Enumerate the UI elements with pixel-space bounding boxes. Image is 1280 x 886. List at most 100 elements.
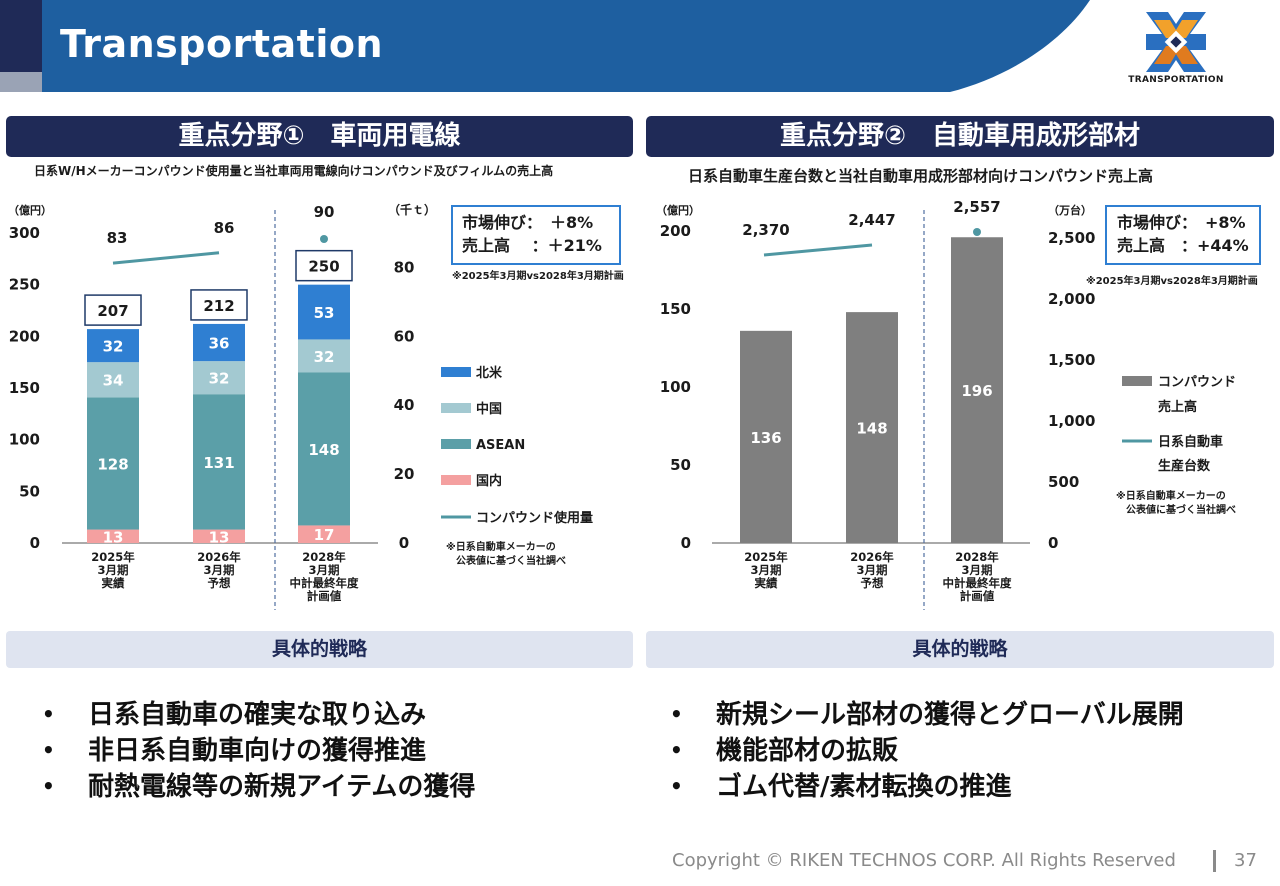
x-tick-label: 2026年: [850, 550, 894, 564]
line-data-label: 2,447: [848, 211, 895, 229]
list-item: • 耐熱電線等の新規アイテムの獲得: [42, 772, 476, 802]
y-tick-label: 250: [9, 276, 40, 294]
legend-label: 北米: [476, 365, 503, 381]
y-tick-label: 0: [30, 534, 40, 552]
data-label: 148: [308, 441, 339, 459]
bar: [846, 312, 898, 543]
y-axis-label: （億円）: [8, 203, 52, 217]
legend-swatch: [1122, 376, 1152, 386]
bar-segment-北米: [193, 323, 245, 362]
legend-label: ASEAN: [476, 438, 525, 453]
y2-tick-label: 2,500: [1048, 229, 1095, 247]
bar-segment-中国: [193, 361, 245, 395]
data-label: 196: [961, 382, 992, 400]
x-tick-label: 2028年: [302, 550, 346, 564]
y2-tick-label: 80: [394, 258, 415, 276]
bar-segment-国内: [193, 529, 245, 543]
data-label: 136: [750, 429, 781, 447]
y2-tick-label: 1,000: [1048, 412, 1095, 430]
legend-label: 売上高: [1158, 399, 1197, 415]
data-label: 128: [97, 455, 128, 473]
y-tick-label: 100: [660, 378, 691, 396]
section-title-left: 重点分野① 車両用電線: [6, 116, 633, 157]
legend-swatch: [441, 367, 471, 377]
page-title: Transportation: [60, 22, 384, 66]
bar: [951, 237, 1003, 544]
y-tick-label: 200: [660, 222, 691, 240]
data-label: 34: [103, 372, 124, 390]
line-data-label: 90: [314, 203, 335, 221]
y-tick-label: 50: [19, 482, 40, 500]
page-number: 37: [1234, 850, 1257, 871]
x-tick-label: 計画値: [307, 589, 342, 603]
data-label: 53: [314, 304, 335, 322]
data-label: 13: [103, 528, 124, 546]
subtitle-right: 日系自動車生産台数と当社自動車用成形部材向けコンパウンド売上高: [688, 167, 1154, 185]
total-box: [295, 249, 353, 282]
strategy-title-right: 具体的戦略: [646, 631, 1274, 668]
legend-swatch: [441, 439, 471, 449]
y2-tick-label: 0: [399, 534, 409, 552]
kpi-line2-right: 売上高 ：+44%: [1117, 236, 1249, 255]
bar-segment-北米: [298, 284, 350, 340]
total-label: 212: [203, 297, 234, 315]
x-tick-label: 中計最終年度: [943, 576, 1012, 590]
data-label: 13: [209, 528, 230, 546]
y-axis-label: （億円）: [656, 203, 700, 217]
x-tick-label: 予想: [861, 576, 884, 590]
y2-tick-label: 40: [394, 396, 415, 414]
data-label: 32: [314, 348, 335, 366]
chart-right: （億円） （万台） 0 50 100 150 200 0 500 1,000 1,500 2,000 2…: [656, 198, 1261, 610]
y2-axis-label: （万台）: [1048, 203, 1092, 217]
kpi-note-left: ※2025年3月期vs2028年3月期計画: [452, 269, 624, 282]
total-label: 207: [97, 302, 128, 320]
bar: [740, 330, 792, 543]
y2-tick-label: 2,000: [1048, 290, 1095, 308]
logo-text: TRANSPORTATION: [1128, 75, 1224, 85]
kpi-box-right: [1105, 205, 1261, 265]
total-box: [84, 294, 142, 326]
bar-segment-北米: [87, 329, 139, 363]
y2-tick-label: 1,500: [1048, 351, 1095, 369]
legend-label: 日系自動車: [1158, 434, 1223, 450]
x-tick-label: 3月期: [961, 563, 992, 577]
total-box: [190, 289, 248, 321]
bar-segment-ASEAN: [87, 397, 139, 530]
list-item: • 機能部材の拡販: [670, 736, 899, 766]
section-title-right: 重点分野② 自動車用成形部材: [646, 116, 1274, 157]
footer-divider: [1213, 850, 1216, 872]
line-point: [320, 235, 328, 243]
y2-tick-label: 500: [1048, 473, 1079, 491]
x-tick-label: 2028年: [955, 550, 999, 564]
source-note-right-2: 公表値に基づく当社調べ: [1126, 503, 1236, 516]
line-data-label: 2,370: [742, 221, 789, 239]
chart-left: （億円） （千ｔ） 0 50 100 150 200 250 300 0 20 40 60 80 2025…: [8, 202, 624, 610]
kpi-note-right: ※2025年3月期vs2028年3月期計画: [1086, 274, 1258, 287]
legend-swatch: [441, 475, 471, 485]
bar-segment-国内: [298, 525, 350, 543]
x-tick-label: 予想: [208, 576, 231, 590]
bar-segment-ASEAN: [193, 394, 245, 530]
legend-label: コンパウンド使用量: [476, 510, 593, 526]
line-segment: [763, 243, 873, 257]
y2-axis-label: （千ｔ）: [388, 202, 436, 217]
x-tick-label: 3月期: [856, 563, 887, 577]
x-tick-label: 3月期: [750, 563, 781, 577]
strategy-title-left: 具体的戦略: [6, 631, 633, 668]
y2-tick-label: 60: [394, 327, 415, 345]
bar-segment-ASEAN: [298, 372, 350, 526]
list-item: • 非日系自動車向けの獲得推進: [42, 736, 427, 766]
source-note-left-1: ※日系自動車メーカーの: [446, 540, 556, 553]
data-label: 17: [314, 526, 335, 544]
x-tick-label: 2026年: [197, 550, 241, 564]
data-label: 148: [856, 420, 887, 438]
subtitle-left: 日系W/Hメーカーコンパウンド使用量と当社車両用電線向けコンパウンド及びフィルム…: [34, 164, 554, 178]
x-tick-label: 実績: [755, 576, 778, 590]
legend-label: 生産台数: [1158, 458, 1211, 474]
strategy-list-left: • 日系自動車の確実な取り込み • 非日系自動車向けの獲得推進 • 耐熱電線等の新規ア…: [42, 697, 475, 805]
legend-label: 国内: [476, 473, 502, 489]
y-tick-label: 150: [660, 300, 691, 318]
x-tick-label: 3月期: [308, 563, 339, 577]
x-tick-label: 2025年: [91, 550, 135, 564]
y-tick-label: 150: [9, 379, 40, 397]
